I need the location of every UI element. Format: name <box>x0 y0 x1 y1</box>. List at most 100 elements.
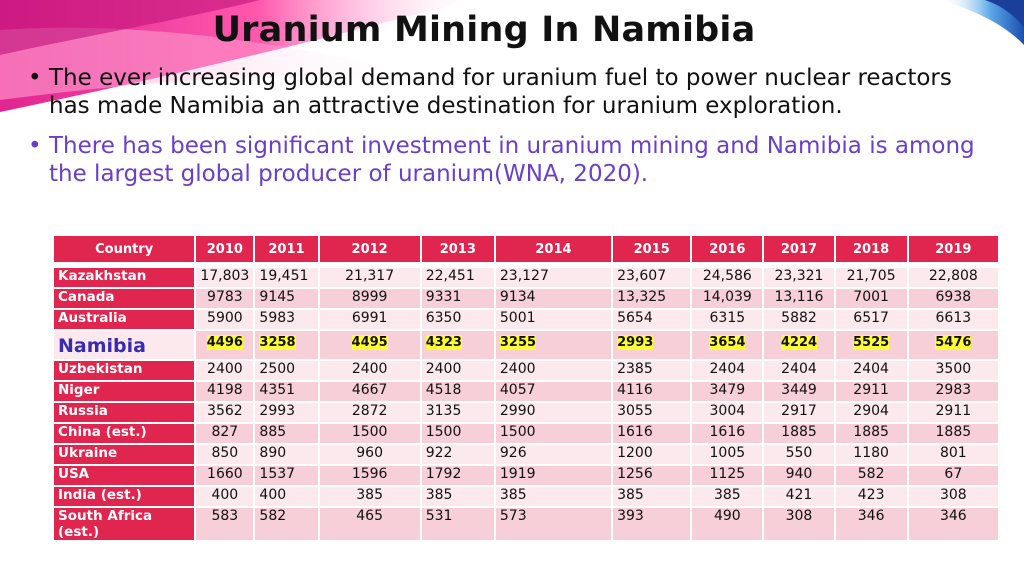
value-cell: 2400 <box>196 361 254 380</box>
country-cell: Ukraine <box>54 445 195 464</box>
value-cell: 1919 <box>495 466 612 485</box>
value-cell: 385 <box>692 487 763 506</box>
value-cell: 4351 <box>255 382 318 401</box>
column-header-year: 2018 <box>835 236 907 262</box>
value-cell: 23,607 <box>613 268 691 287</box>
value-cell: 67 <box>908 466 998 485</box>
column-header-year: 2013 <box>421 236 494 262</box>
value-cell: 23,127 <box>495 268 612 287</box>
value-cell: 850 <box>196 445 254 464</box>
value-cell: 1005 <box>692 445 763 464</box>
value-cell: 3004 <box>692 403 763 422</box>
table-row: China (est.) 827 885 1500 1500 1500 1616 1616 18… <box>54 424 998 443</box>
value-cell: 8999 <box>319 289 420 308</box>
country-cell: Canada <box>54 289 195 308</box>
value-cell: 6613 <box>908 310 998 329</box>
value-cell: 2993 <box>613 331 691 359</box>
value-cell: 4057 <box>495 382 612 401</box>
value-cell: 6350 <box>421 310 494 329</box>
value-cell: 7001 <box>835 289 907 308</box>
value-cell: 308 <box>908 487 998 506</box>
value-cell: 1660 <box>196 466 254 485</box>
value-cell: 2911 <box>908 403 998 422</box>
table-row: Australia 5900 5983 6991 6350 5001 5654 6315 588… <box>54 310 998 329</box>
value-cell: 3255 <box>495 331 612 359</box>
value-cell: 9145 <box>255 289 318 308</box>
value-cell: 2404 <box>764 361 834 380</box>
bullet-item-demand: • The ever increasing global demand for … <box>28 64 988 120</box>
value-cell: 3135 <box>421 403 494 422</box>
value-cell: 346 <box>908 508 998 540</box>
value-cell: 1500 <box>319 424 420 443</box>
value-cell: 385 <box>613 487 691 506</box>
value-cell: 14,039 <box>692 289 763 308</box>
value-cell: 24,586 <box>692 268 763 287</box>
value-cell: 1616 <box>692 424 763 443</box>
bullet-text-investment: There has been significant investment in… <box>49 133 975 187</box>
highlighted-value: 2993 <box>617 335 654 350</box>
country-cell: China (est.) <box>54 424 195 443</box>
column-header-year: 2010 <box>196 236 254 262</box>
value-cell: 801 <box>908 445 998 464</box>
value-cell: 6938 <box>908 289 998 308</box>
value-cell: 465 <box>319 508 420 540</box>
value-cell: 2385 <box>613 361 691 380</box>
country-cell: South Africa (est.) <box>54 508 195 540</box>
uranium-production-table: Country 2010 2011 2012 2013 2014 2015 2016 2017 2… <box>52 234 1000 542</box>
value-cell: 2404 <box>835 361 907 380</box>
value-cell: 6991 <box>319 310 420 329</box>
value-cell: 573 <box>495 508 612 540</box>
value-cell: 393 <box>613 508 691 540</box>
country-cell: Namibia <box>54 331 195 359</box>
table-row: Uzbekistan 2400 2500 2400 2400 2400 2385 2404 24… <box>54 361 998 380</box>
column-header-year: 2019 <box>908 236 998 262</box>
highlighted-value: 5476 <box>935 335 972 350</box>
column-header-year: 2017 <box>764 236 834 262</box>
value-cell: 2990 <box>495 403 612 422</box>
table-row: India (est.) 400 400 385 385 385 385 385 421 423 3… <box>54 487 998 506</box>
value-cell: 2983 <box>908 382 998 401</box>
column-header-year: 2012 <box>319 236 420 262</box>
value-cell: 3562 <box>196 403 254 422</box>
value-cell: 2400 <box>495 361 612 380</box>
value-cell: 385 <box>319 487 420 506</box>
value-cell: 583 <box>196 508 254 540</box>
country-cell: Australia <box>54 310 195 329</box>
value-cell: 960 <box>319 445 420 464</box>
value-cell: 1500 <box>421 424 494 443</box>
value-cell: 3055 <box>613 403 691 422</box>
value-cell: 3654 <box>692 331 763 359</box>
value-cell: 3449 <box>764 382 834 401</box>
highlighted-value: 3255 <box>499 335 537 350</box>
value-cell: 1200 <box>613 445 691 464</box>
value-cell: 5525 <box>835 331 907 359</box>
bullet-item-investment: • There has been significant investment … <box>28 132 988 188</box>
value-cell: 1885 <box>764 424 834 443</box>
table-body: Kazakhstan 17,803 19,451 21,317 22,451 23,127… <box>54 264 998 540</box>
value-cell: 4198 <box>196 382 254 401</box>
bullet-list: • The ever increasing global demand for … <box>28 64 988 188</box>
value-cell: 13,116 <box>764 289 834 308</box>
value-cell: 1537 <box>255 466 318 485</box>
country-cell: India (est.) <box>54 487 195 506</box>
value-cell: 4496 <box>196 331 254 359</box>
value-cell: 3500 <box>908 361 998 380</box>
value-cell: 490 <box>692 508 763 540</box>
value-cell: 22,808 <box>908 268 998 287</box>
value-cell: 1500 <box>495 424 612 443</box>
column-header-year: 2015 <box>613 236 691 262</box>
column-header-year: 2016 <box>692 236 763 262</box>
value-cell: 400 <box>255 487 318 506</box>
value-cell: 1180 <box>835 445 907 464</box>
value-cell: 5983 <box>255 310 318 329</box>
value-cell: 2500 <box>255 361 318 380</box>
value-cell: 2400 <box>319 361 420 380</box>
value-cell: 6315 <box>692 310 763 329</box>
value-cell: 885 <box>255 424 318 443</box>
value-cell: 2872 <box>319 403 420 422</box>
value-cell: 4495 <box>319 331 420 359</box>
slide-title: Uranium Mining In Namibia <box>212 10 756 50</box>
table-row: Canada 9783 9145 8999 9331 9134 13,325 14,039 13… <box>54 289 998 308</box>
country-cell: Uzbekistan <box>54 361 195 380</box>
country-cell: Kazakhstan <box>54 268 195 287</box>
